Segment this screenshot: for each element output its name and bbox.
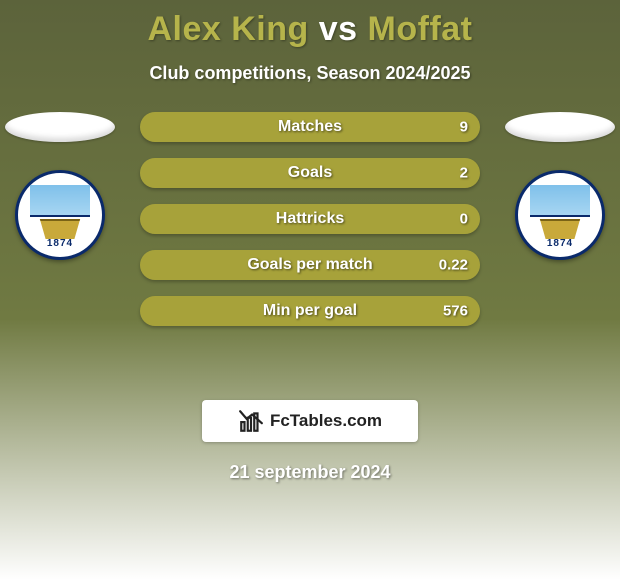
bar-value-right: 2	[460, 165, 468, 182]
crest-ship-icon	[536, 219, 584, 239]
player1-side	[0, 112, 120, 260]
chart-icon	[238, 408, 264, 434]
bar-value-right: 0.22	[439, 257, 468, 274]
stat-bar: Matches 9	[140, 112, 480, 142]
player1-name: Alex King	[147, 10, 308, 48]
stat-bar: Min per goal 576	[140, 296, 480, 326]
comparison-card: Alex King vs Moffat Club competitions, S…	[0, 0, 620, 580]
stat-bar: Hattricks 0	[140, 204, 480, 234]
bar-value-right: 0	[460, 211, 468, 228]
page-title: Alex King vs Moffat	[0, 0, 620, 49]
bar-value-right: 576	[443, 303, 468, 320]
subtitle: Club competitions, Season 2024/2025	[0, 63, 620, 84]
stat-bar: Goals per match 0.22	[140, 250, 480, 280]
bar-label: Goals	[288, 164, 332, 182]
site-logo-box: FcTables.com	[202, 400, 418, 442]
stat-bars: Matches 9 Goals 2 Hattricks 0 Goals per match 0…	[140, 112, 480, 326]
bar-value-right: 9	[460, 119, 468, 136]
crest-ship-icon	[36, 219, 84, 239]
player2-avatar-placeholder	[505, 112, 615, 142]
bar-label: Hattricks	[276, 210, 344, 228]
player1-avatar-placeholder	[5, 112, 115, 142]
vs-separator: vs	[319, 10, 358, 48]
bar-label: Goals per match	[247, 256, 372, 274]
bar-label: Min per goal	[263, 302, 357, 320]
player2-side	[500, 112, 620, 260]
comparison-arena: Matches 9 Goals 2 Hattricks 0 Goals per match 0…	[0, 112, 620, 372]
player1-club-crest	[15, 170, 105, 260]
site-logo-text: FcTables.com	[270, 411, 382, 431]
date-text: 21 september 2024	[0, 462, 620, 483]
bar-label: Matches	[278, 118, 342, 136]
stat-bar: Goals 2	[140, 158, 480, 188]
player2-club-crest	[515, 170, 605, 260]
player2-name: Moffat	[368, 10, 473, 48]
